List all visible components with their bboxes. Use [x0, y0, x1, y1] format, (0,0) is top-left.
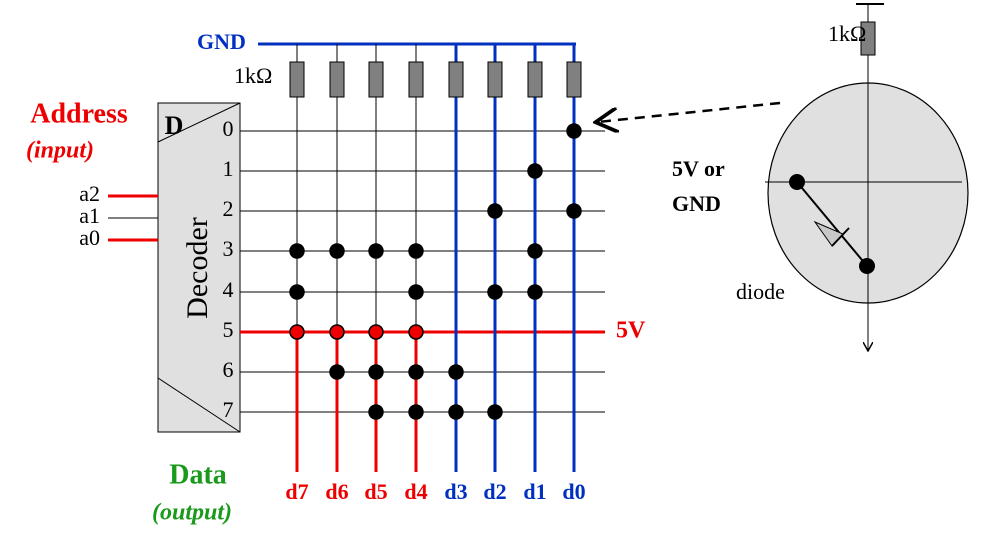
output-label: d6 — [325, 479, 348, 504]
decoder-box — [157, 102, 241, 433]
diode-dot — [408, 284, 424, 300]
diode-dot — [289, 324, 305, 340]
resistor — [289, 61, 305, 98]
row-label: 0 — [223, 116, 234, 141]
output-label: d2 — [483, 479, 506, 504]
decoder-name: Decoder — [181, 217, 214, 319]
gnd-label: GND — [197, 29, 246, 54]
address-input: a1 — [79, 203, 100, 228]
resistor — [368, 61, 384, 98]
inset-dot — [859, 258, 875, 274]
diode-dot — [527, 163, 543, 179]
diode-dot — [448, 364, 464, 380]
diode-dot — [329, 243, 345, 259]
diode-dot — [408, 243, 424, 259]
inset-label: 5V or — [672, 156, 725, 181]
row-label: 6 — [223, 357, 234, 382]
output-label: d1 — [523, 479, 546, 504]
active-row-label: 5V — [616, 318, 646, 344]
address-title: Address — [30, 98, 128, 129]
diode-dot — [487, 203, 503, 219]
row-label: 5 — [223, 317, 234, 342]
row-label: 2 — [223, 196, 234, 221]
inset-dot — [789, 174, 805, 190]
row-label: 4 — [223, 277, 234, 302]
diode-dot — [368, 324, 384, 340]
diode-dot — [408, 404, 424, 420]
diode-dot — [566, 123, 582, 139]
diode-dot — [289, 284, 305, 300]
resistor — [527, 61, 543, 98]
inset-resistor-label: 1kΩ — [828, 21, 866, 46]
address-subtitle: (input) — [26, 138, 94, 164]
output-label: d0 — [562, 479, 585, 504]
diode-dot — [368, 243, 384, 259]
resistor — [566, 61, 582, 98]
inset-label: GND — [672, 191, 721, 216]
inset-diode-bar — [831, 227, 850, 247]
row-label: 3 — [223, 236, 234, 261]
inset-pointer — [598, 101, 781, 122]
resistor-label: 1kΩ — [234, 63, 272, 88]
diode-dot — [487, 404, 503, 420]
resistor — [487, 61, 503, 98]
diode-dot — [408, 324, 424, 340]
row-label: 7 — [223, 397, 234, 422]
resistor — [448, 61, 464, 98]
diode-dot — [368, 404, 384, 420]
diode-dot — [289, 243, 305, 259]
output-label: d7 — [285, 479, 308, 504]
output-label: d4 — [404, 479, 427, 504]
diode-dot — [487, 284, 503, 300]
resistor — [329, 61, 345, 98]
output-label: d3 — [444, 479, 467, 504]
diode-dot — [408, 364, 424, 380]
address-input: a0 — [79, 225, 100, 250]
diode-dot — [448, 404, 464, 420]
address-input: a2 — [79, 181, 100, 206]
diode-dot — [368, 364, 384, 380]
row-label: 1 — [223, 156, 234, 181]
diode-dot — [329, 364, 345, 380]
diode-dot — [566, 203, 582, 219]
inset-diode-label: diode — [736, 279, 785, 304]
output-label: d5 — [364, 479, 387, 504]
decoder-letter: D — [165, 111, 184, 140]
decoder-edge — [157, 377, 241, 433]
diode-dot — [527, 243, 543, 259]
resistor — [408, 61, 424, 98]
data-subtitle: (output) — [152, 500, 232, 526]
diode-dot — [527, 284, 543, 300]
diode-dot — [329, 324, 345, 340]
inset-diode-wire — [796, 181, 868, 267]
decoder-edge — [157, 102, 241, 143]
inset-resistor — [860, 21, 876, 56]
data-title: Data — [169, 459, 227, 490]
